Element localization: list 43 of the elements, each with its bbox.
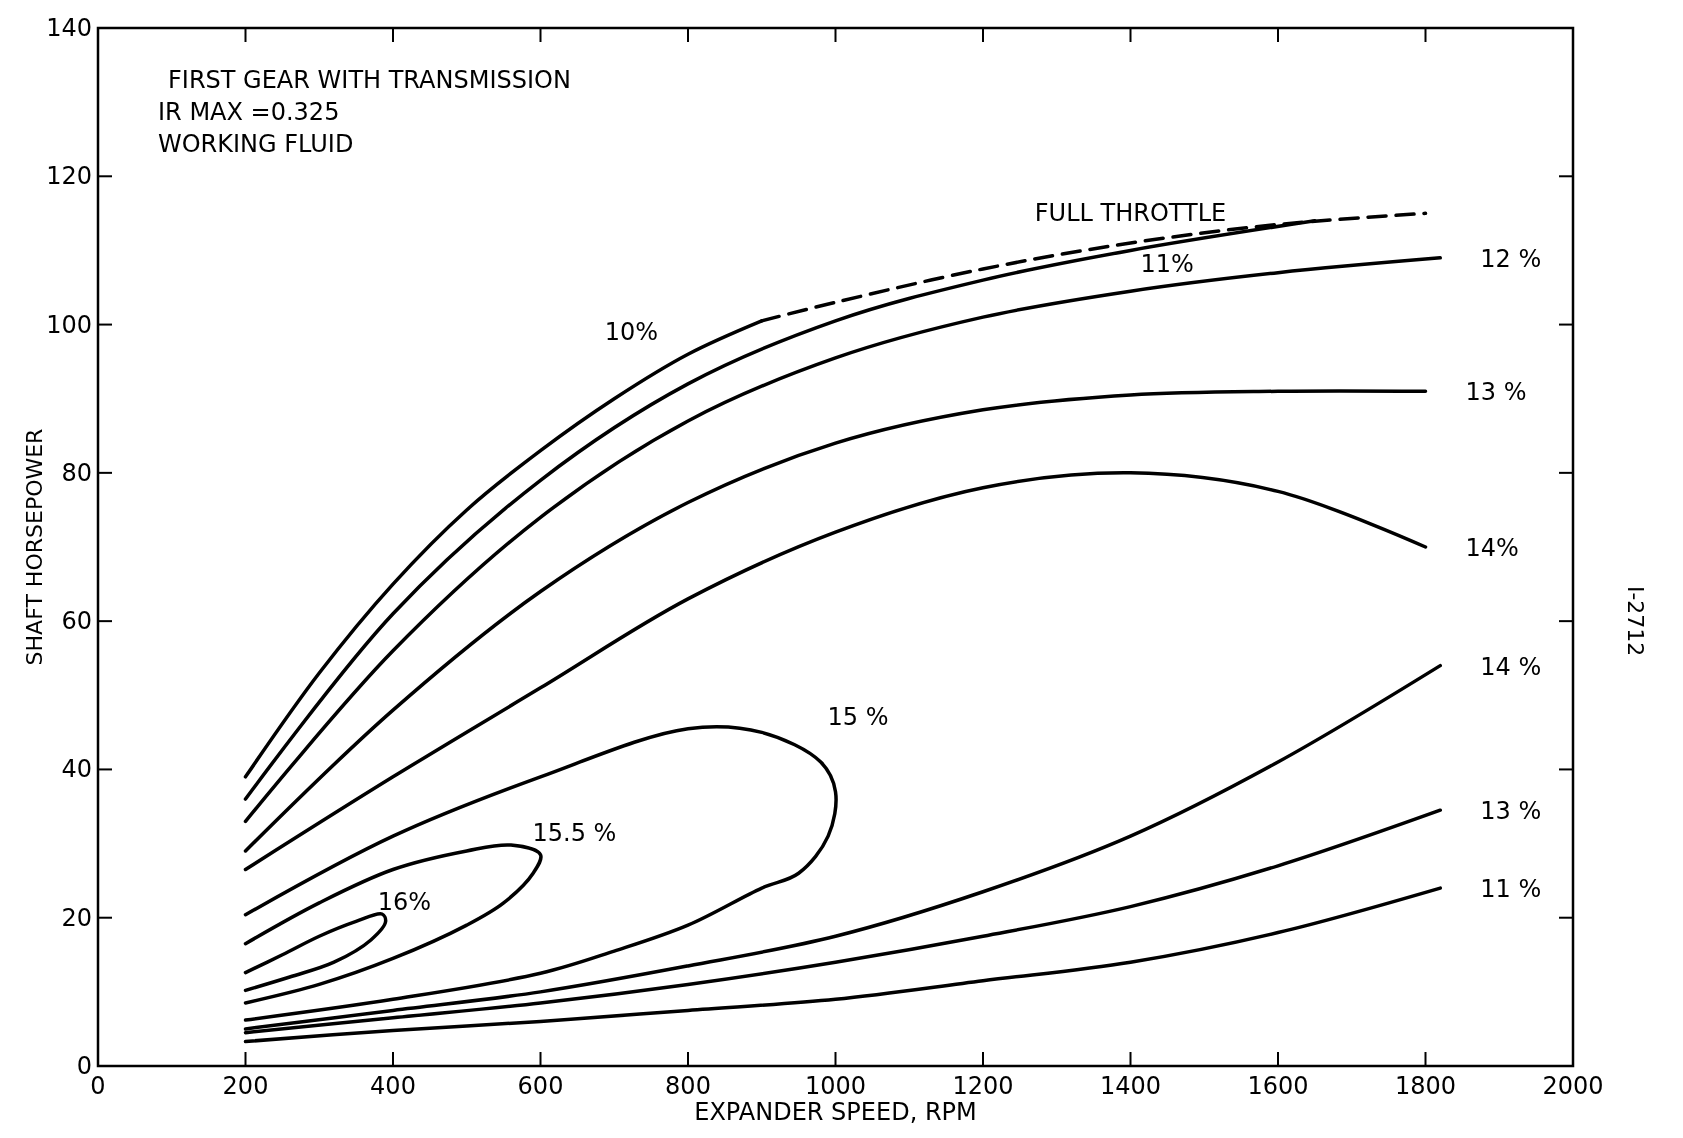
x-tick-label: 200 — [222, 1072, 269, 1100]
series-label: 15.5 % — [532, 819, 617, 848]
line-series — [243, 389, 1428, 853]
x-tick-label: 800 — [665, 1072, 711, 1100]
annotation: FIRST GEAR WITH TRANSMISSION — [168, 66, 571, 94]
annotation: WORKING FLUID — [158, 130, 354, 158]
line-series — [243, 471, 1428, 872]
series-label: 11% — [1140, 250, 1194, 279]
series-label: 10% — [604, 318, 658, 347]
y-tick-label: 120 — [46, 162, 92, 191]
series-label: 13 % — [1480, 797, 1542, 826]
y-tick-label: 140 — [46, 14, 92, 42]
y-tick-label: 80 — [61, 458, 92, 487]
line-series — [243, 843, 543, 1005]
series-label: 16% — [377, 888, 431, 917]
series-label: FULL THROTTLE — [1034, 199, 1227, 228]
y-tick-label: 0 — [76, 1052, 92, 1080]
series-label: 13 % — [1465, 378, 1527, 407]
series-label: 14 % — [1480, 652, 1542, 681]
x-tick-label: 1000 — [804, 1072, 867, 1100]
line-series — [243, 911, 388, 993]
series-label: 15 % — [827, 702, 889, 731]
series-label: 11 % — [1480, 875, 1542, 904]
x-axis-title: EXPANDER SPEED, RPM — [694, 1098, 977, 1126]
line-series — [243, 886, 1442, 1044]
x-tick-label: 1600 — [1247, 1072, 1309, 1100]
series-label: 14% — [1465, 534, 1519, 562]
x-tick-label: 1800 — [1394, 1072, 1457, 1100]
y-axis-title: SHAFT HORSEPOWER — [22, 428, 47, 666]
y-tick-label: 20 — [61, 903, 92, 932]
y-tick-label: 40 — [61, 755, 92, 784]
x-tick-label: 1200 — [952, 1072, 1014, 1100]
y-tick-label: 60 — [61, 607, 92, 636]
x-tick-label: 1400 — [1099, 1072, 1162, 1100]
text: I-2712 — [1623, 585, 1648, 657]
annotation: IR MAX =0.325 — [158, 98, 340, 126]
x-tick-label: 600 — [517, 1072, 564, 1100]
x-tick-label: 400 — [370, 1072, 416, 1100]
x-tick-label: 2000 — [1542, 1072, 1604, 1100]
series-label: 12 % — [1480, 244, 1542, 273]
y-tick-label: 100 — [46, 310, 92, 339]
line-series — [243, 256, 1442, 824]
line-series — [243, 663, 1442, 1031]
